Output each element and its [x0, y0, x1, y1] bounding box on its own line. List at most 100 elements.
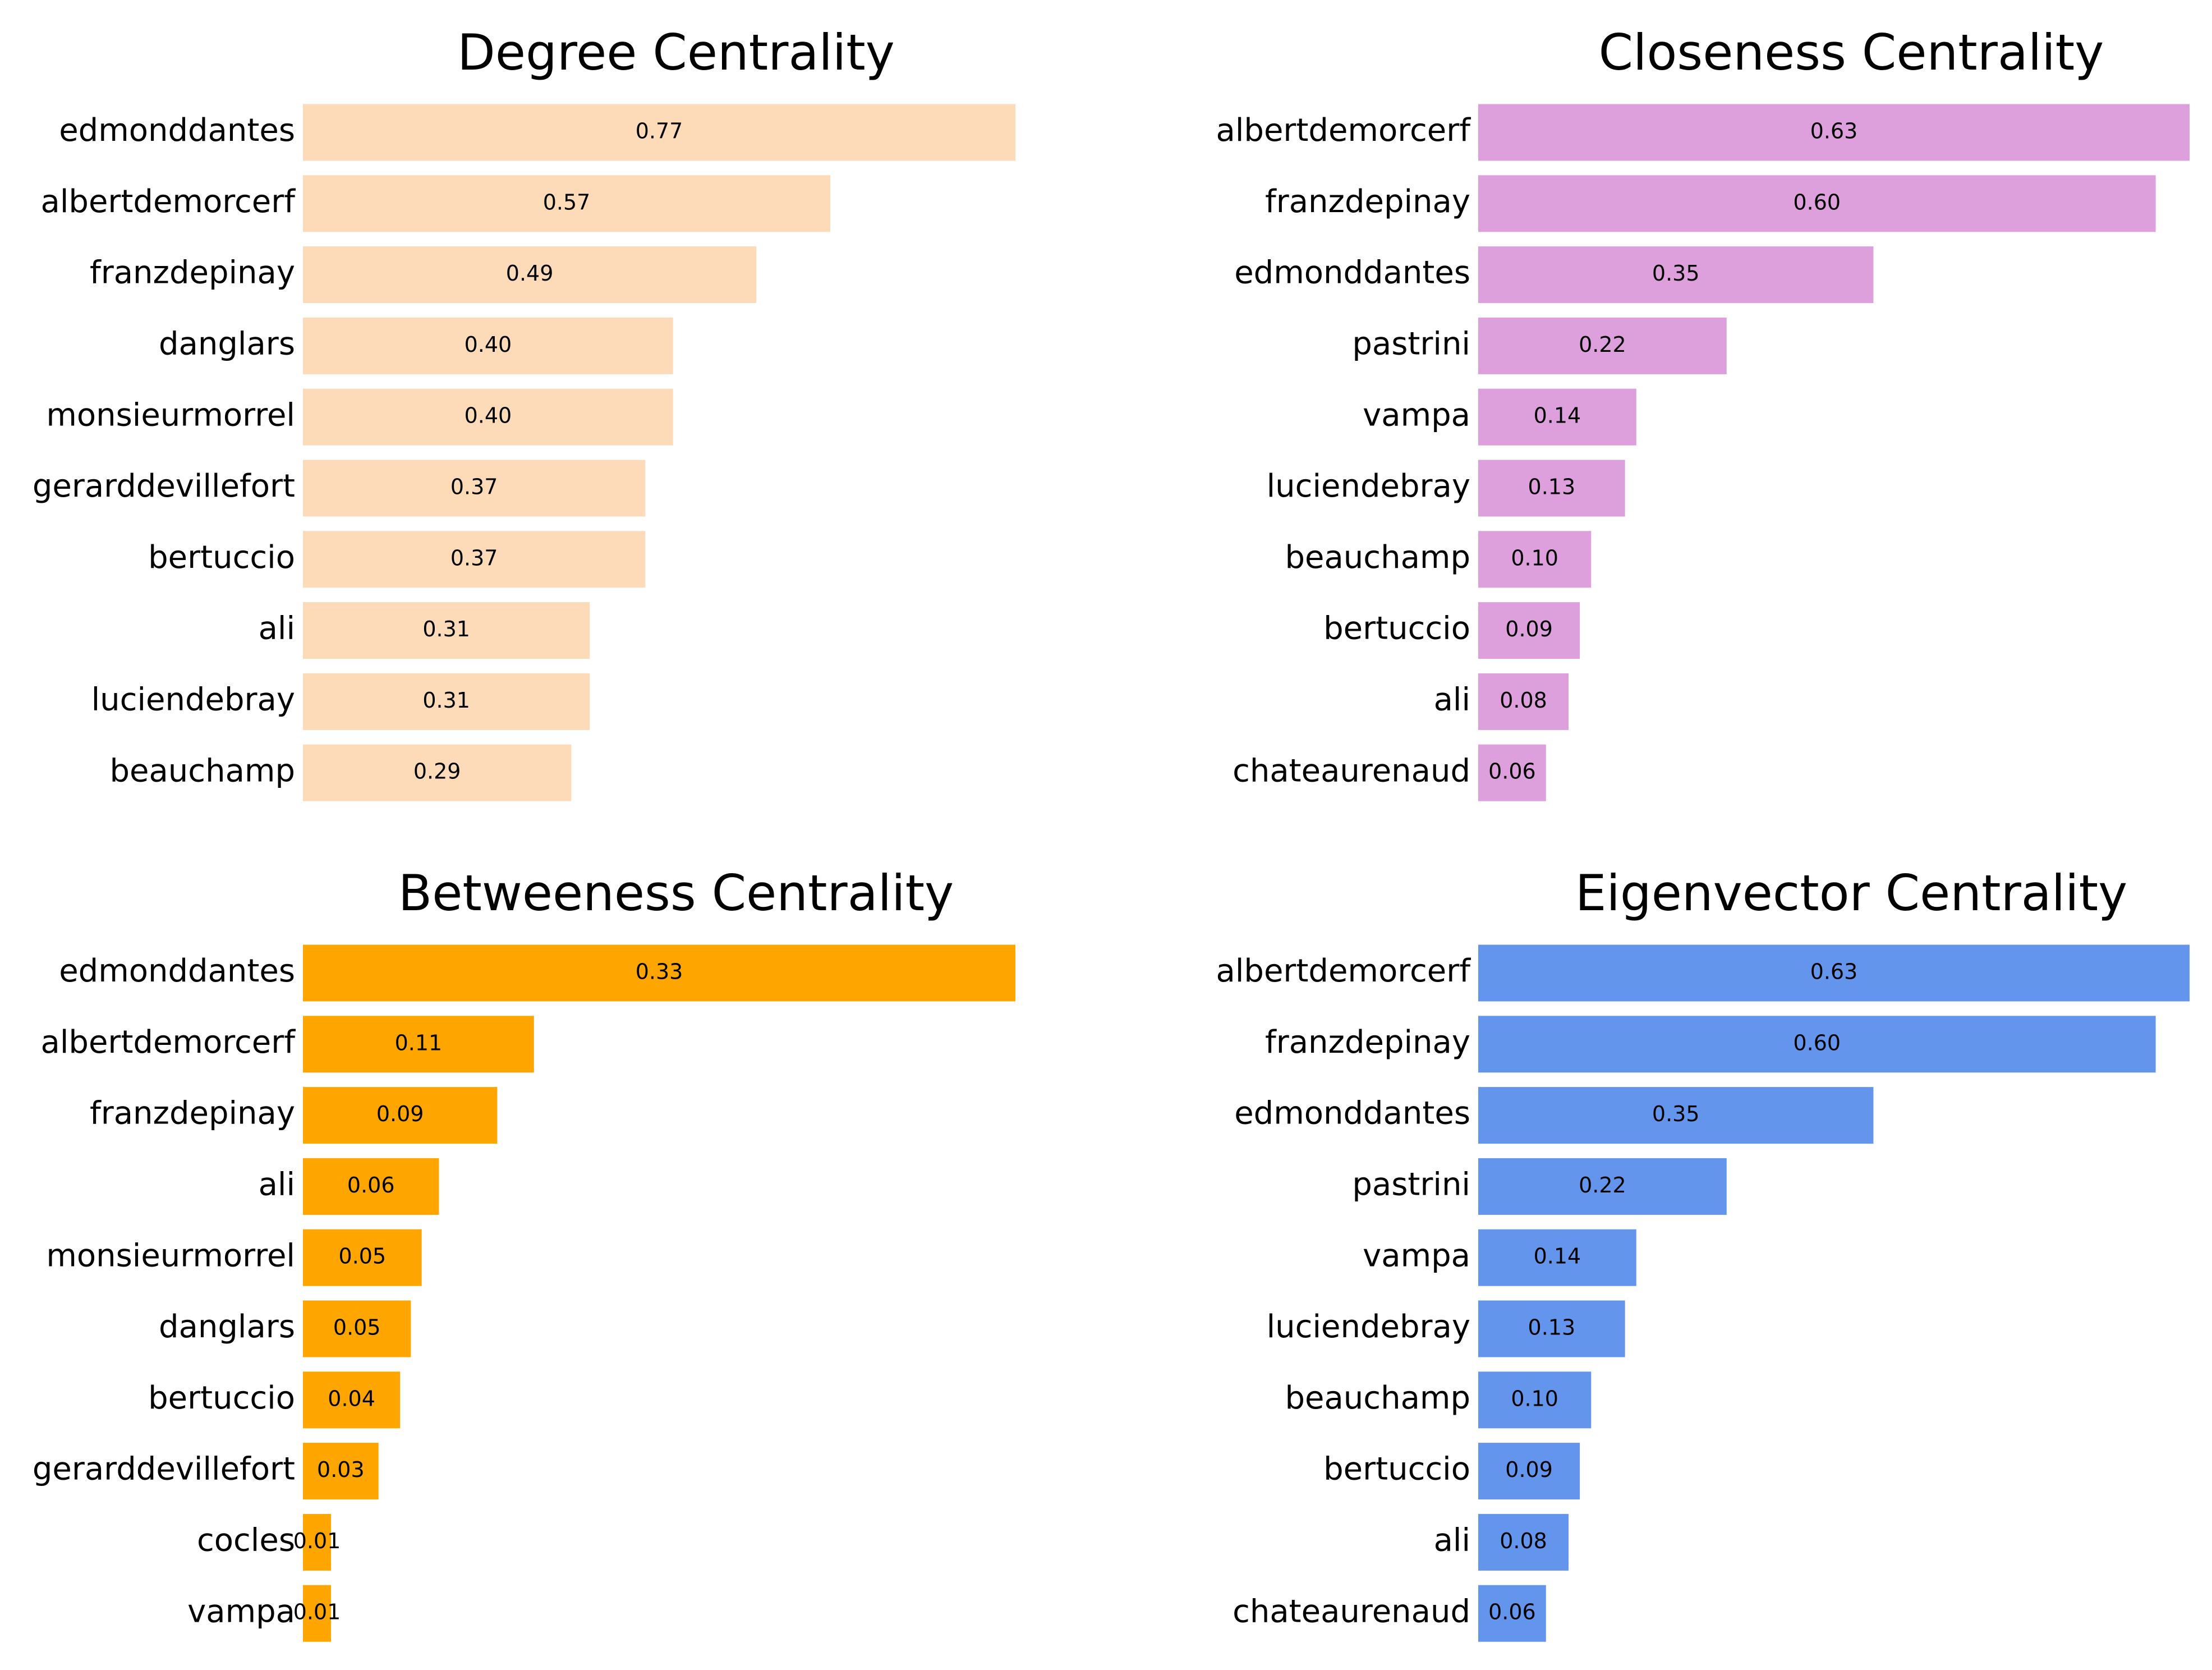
value-label: 0.09	[376, 1102, 424, 1126]
category-label: vampa	[187, 1593, 295, 1630]
value-label: 0.06	[1488, 1600, 1536, 1625]
value-label: 0.10	[1511, 545, 1558, 570]
bar	[303, 1158, 439, 1215]
value-label: 0.01	[293, 1600, 341, 1625]
category-label: gerarddevillefort	[33, 468, 295, 504]
category-label: chateaurenaud	[1233, 753, 1470, 789]
bar	[303, 531, 646, 588]
bar	[303, 1016, 534, 1073]
value-label: 0.09	[1505, 617, 1553, 641]
category-label: cocles	[197, 1522, 295, 1559]
value-label: 0.04	[328, 1386, 375, 1411]
bar	[303, 944, 1015, 1002]
bar	[303, 460, 646, 517]
bar	[303, 1585, 332, 1642]
value-label: 0.60	[1793, 1030, 1841, 1055]
value-label: 0.31	[422, 688, 470, 713]
value-label: 0.63	[1810, 960, 1858, 984]
category-label: bertuccio	[1323, 611, 1470, 647]
category-label: vampa	[1363, 397, 1470, 433]
bar	[303, 1513, 332, 1571]
category-label: bertuccio	[1323, 1451, 1470, 1488]
category-label: luciendebray	[91, 682, 295, 718]
chart-title: Betweeness Centrality	[398, 864, 954, 922]
bar	[1478, 602, 1580, 659]
value-label: 0.40	[465, 332, 512, 357]
category-label: albertdemorcerf	[1216, 953, 1471, 989]
bar	[1478, 1513, 1569, 1571]
value-label: 0.22	[1579, 332, 1626, 357]
bar	[303, 602, 590, 659]
category-label: monsieurmorrel	[46, 397, 295, 433]
value-label: 0.06	[1488, 759, 1536, 784]
value-label: 0.22	[1579, 1173, 1626, 1198]
value-label: 0.60	[1793, 190, 1841, 214]
category-label: edmonddantes	[59, 953, 295, 989]
bar	[303, 1443, 379, 1500]
category-label: pastrini	[1352, 326, 1470, 363]
bar	[1478, 1371, 1592, 1429]
bar	[303, 1300, 411, 1357]
value-label: 0.35	[1652, 1102, 1700, 1126]
category-label: luciendebray	[1267, 1309, 1470, 1345]
value-label: 0.40	[465, 403, 512, 428]
value-label: 0.08	[1500, 688, 1547, 713]
bar	[1478, 1585, 1546, 1642]
value-label: 0.06	[347, 1173, 395, 1198]
bar	[303, 1371, 401, 1429]
bar	[1478, 531, 1592, 588]
bar	[1478, 460, 1625, 517]
category-label: franzdepinay	[90, 255, 295, 291]
bar	[1478, 1300, 1625, 1357]
value-label: 0.77	[636, 119, 683, 144]
value-label: 0.08	[1500, 1529, 1547, 1553]
value-label: 0.05	[339, 1244, 387, 1269]
value-label: 0.63	[1810, 119, 1858, 144]
value-label: 0.03	[317, 1457, 365, 1482]
bar	[1478, 673, 1569, 730]
value-label: 0.57	[543, 190, 591, 214]
bar	[303, 317, 673, 374]
category-label: edmonddantes	[1234, 255, 1470, 291]
value-label: 0.14	[1534, 1244, 1581, 1269]
category-label: franzdepinay	[90, 1095, 295, 1132]
value-label: 0.09	[1505, 1457, 1553, 1482]
category-label: ali	[259, 1167, 295, 1203]
category-label: albertdemorcerf	[41, 183, 296, 220]
category-label: danglars	[159, 1309, 295, 1345]
bar	[1478, 175, 2156, 232]
category-label: gerarddevillefort	[33, 1451, 295, 1488]
category-label: ali	[1434, 682, 1470, 718]
value-label: 0.11	[395, 1030, 443, 1055]
value-label: 0.31	[422, 617, 470, 641]
bar	[1478, 104, 2190, 161]
bar	[1478, 388, 1636, 446]
panel-degree-centrality: Degree Centrality edmonddantes 0.77 albertd…	[33, 24, 1015, 801]
value-label: 0.10	[1511, 1386, 1558, 1411]
value-label: 0.37	[450, 475, 498, 499]
category-label: ali	[259, 611, 295, 647]
panel-betweeness-centrality: Betweeness Centrality edmonddantes 0.33 alb…	[33, 864, 1015, 1642]
category-label: beauchamp	[109, 753, 295, 789]
panel-eigenvector-centrality: Eigenvector Centrality albertdemorcerf 0.6…	[1216, 864, 2190, 1642]
category-label: pastrini	[1352, 1167, 1470, 1203]
value-label: 0.29	[413, 759, 461, 784]
value-label: 0.01	[293, 1529, 341, 1553]
bar	[303, 388, 673, 446]
bar	[1478, 944, 2190, 1002]
bar	[303, 175, 831, 232]
category-label: albertdemorcerf	[41, 1024, 296, 1061]
bar	[1478, 1016, 2156, 1073]
bar	[303, 104, 1015, 161]
bar	[303, 1087, 498, 1144]
chart-title: Eigenvector Centrality	[1575, 864, 2127, 922]
value-label: 0.35	[1652, 261, 1700, 286]
category-label: albertdemorcerf	[1216, 112, 1471, 149]
bar	[1478, 317, 1727, 374]
category-label: beauchamp	[1285, 1380, 1470, 1416]
category-label: chateaurenaud	[1233, 1593, 1470, 1630]
category-label: franzdepinay	[1265, 1024, 1470, 1061]
value-label: 0.13	[1528, 475, 1576, 499]
value-label: 0.49	[506, 261, 554, 286]
